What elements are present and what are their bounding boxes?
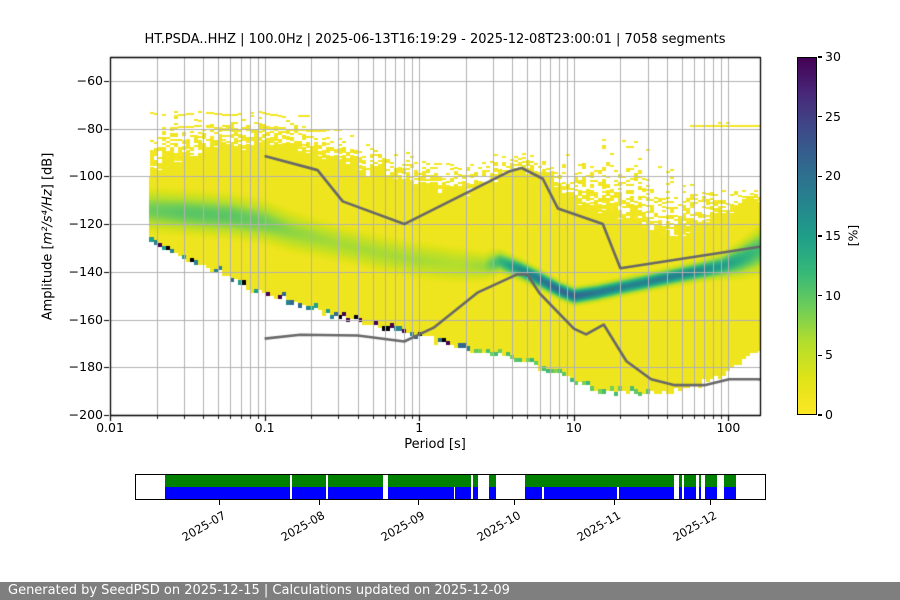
colorbar-tick-label: 25: [825, 108, 841, 124]
timeline-segment: [724, 475, 737, 487]
y-tick-label: −180: [68, 359, 103, 375]
timeline-segment: [455, 487, 471, 499]
timeline-segment: [618, 487, 674, 499]
timeline-segment: [704, 475, 717, 487]
y-tick-label: −140: [68, 263, 103, 279]
colorbar-tick-mark: [818, 116, 822, 118]
timeline-segment: [524, 475, 674, 487]
timeline-segment: [704, 487, 717, 499]
y-axis-label-prefix: Amplitude [: [40, 244, 56, 321]
colorbar-tick-mark: [818, 414, 822, 416]
y-tick-label: −80: [76, 120, 103, 136]
colorbar: [797, 57, 817, 415]
timeline-segment: [489, 487, 496, 499]
colorbar-tick-label: 5: [825, 347, 833, 363]
timeline-tick-mark: [514, 500, 516, 505]
colorbar-tick-mark: [818, 175, 822, 177]
timeline-tick-mark: [219, 500, 221, 505]
timeline-segment: [698, 475, 702, 487]
footer-bar: Generated by SeedPSD on 2025-12-15 | Cal…: [0, 582, 900, 600]
y-tick-label: −120: [68, 216, 103, 232]
timeline-segment: [291, 475, 326, 487]
timeline-tick-mark: [417, 500, 420, 505]
timeline-segment: [724, 487, 737, 499]
y-axis-label: Amplitude [m²/s⁴/Hz] [dB]: [41, 127, 56, 347]
y-axis-label-units: m²/s⁴/Hz: [40, 189, 56, 245]
timeline-segment: [473, 487, 478, 499]
colorbar-tick-label: 10: [825, 287, 841, 303]
y-tick-label: −100: [68, 168, 103, 184]
x-axis-label: Period [s]: [404, 437, 466, 452]
timeline-tick-mark: [613, 500, 615, 505]
y-tick-label: −160: [68, 311, 103, 327]
x-tick-label: 1: [415, 420, 424, 435]
x-tick-label: 10: [565, 420, 582, 435]
timeline-segment: [291, 487, 326, 499]
timeline-segment: [164, 487, 290, 499]
colorbar-tick-mark: [818, 56, 822, 58]
timeline-tick-mark: [318, 500, 320, 505]
timeline-segment: [473, 475, 478, 487]
timeline-segment: [328, 475, 383, 487]
timeline-segment: [388, 487, 454, 499]
timeline-segment: [524, 487, 542, 499]
footer-text: Generated by SeedPSD on 2025-12-15 | Cal…: [8, 583, 510, 598]
timeline-segment: [698, 487, 702, 499]
x-tick-label: 0.1: [254, 420, 275, 435]
colorbar-tick-mark: [818, 354, 822, 356]
plot-title: HT.PSDA..HHZ | 100.0Hz | 2025-06-13T16:1…: [144, 32, 726, 47]
colorbar-label: [%]: [845, 224, 861, 247]
timeline-segment: [683, 475, 696, 487]
colorbar-tick-mark: [818, 235, 822, 237]
x-tick-label: 0.01: [96, 420, 124, 435]
timeline-tick-mark: [709, 500, 712, 505]
x-tick-label: 100: [716, 420, 741, 435]
timeline-segment: [543, 487, 617, 499]
timeline-segment: [678, 475, 682, 487]
availability-timeline: [135, 474, 766, 500]
colorbar-tick-label: 15: [825, 228, 841, 243]
colorbar-tick-label: 0: [825, 407, 833, 422]
timeline-segment: [328, 487, 383, 499]
y-tick-label: −200: [68, 407, 103, 422]
timeline-segment: [683, 487, 696, 499]
colorbar-tick-label: 20: [825, 168, 841, 184]
y-axis-label-suffix: ] [dB]: [40, 152, 56, 190]
timeline-segment: [489, 475, 496, 487]
y-tick-label: −60: [76, 72, 103, 88]
colorbar-tick-label: 30: [825, 49, 841, 64]
timeline-segment: [164, 475, 290, 487]
colorbar-tick-mark: [818, 295, 822, 297]
timeline-segment: [678, 487, 682, 499]
timeline-segment: [388, 475, 471, 487]
